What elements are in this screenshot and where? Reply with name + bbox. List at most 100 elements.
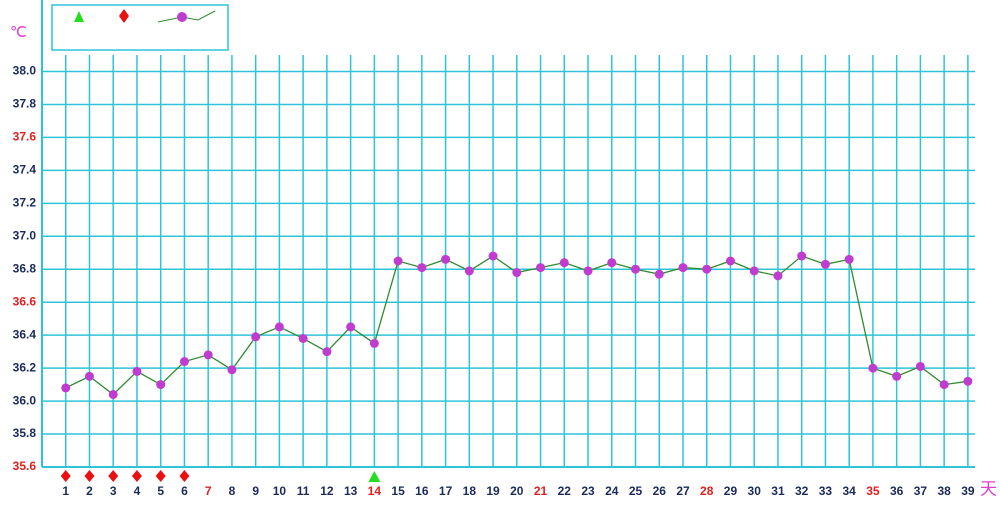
x-tick-label: 14 [368, 484, 382, 498]
temperature-point [512, 268, 522, 278]
legend-ovulation-icon [74, 11, 84, 22]
x-tick-label: 29 [724, 484, 738, 498]
y-tick-label: 36.6 [13, 294, 37, 308]
temperature-point [892, 371, 902, 381]
menstruation-marker [60, 470, 71, 482]
temperature-point [322, 347, 332, 357]
temperature-point [654, 269, 664, 279]
x-tick-label: 35 [866, 484, 880, 498]
x-tick-label: 23 [581, 484, 595, 498]
temperature-point [156, 380, 166, 390]
ovulation-marker [368, 471, 381, 482]
temperature-point [108, 389, 118, 399]
x-tick-label: 6 [181, 484, 188, 498]
temperature-point [773, 271, 783, 281]
x-tick-label: 39 [961, 484, 975, 498]
x-tick-label: 17 [439, 484, 453, 498]
temperature-point [868, 363, 878, 373]
x-tick-label: 37 [914, 484, 928, 498]
x-tick-label: 13 [344, 484, 358, 498]
temperature-point [203, 350, 213, 360]
temperature-point [749, 266, 759, 276]
y-tick-label: 37.8 [13, 97, 37, 111]
x-tick-label: 8 [229, 484, 236, 498]
temperature-point [227, 365, 237, 375]
x-tick-label: 21 [534, 484, 548, 498]
temperature-point [607, 258, 617, 268]
x-tick-label: 28 [700, 484, 714, 498]
temperature-point [132, 366, 142, 376]
x-tick-label: 15 [391, 484, 405, 498]
x-tick-label: 34 [842, 484, 856, 498]
y-tick-label: 36.0 [13, 393, 37, 407]
temperature-point [464, 266, 474, 276]
menstruation-marker [108, 470, 119, 482]
x-tick-label: 16 [415, 484, 429, 498]
legend-marker-icon [177, 12, 187, 22]
x-tick-label: 11 [297, 484, 310, 498]
legend-line-icon [157, 10, 216, 23]
y-tick-label: 37.0 [13, 228, 37, 242]
y-tick-label: 35.8 [13, 426, 37, 440]
temperature-point [939, 380, 949, 390]
temperature-point [369, 338, 379, 348]
temperature-point [417, 263, 427, 273]
temperature-point [61, 383, 71, 393]
x-tick-label: 30 [748, 484, 762, 498]
temperature-point [536, 263, 546, 273]
temperature-point [844, 254, 854, 264]
temperature-point [346, 322, 356, 332]
temperature-point [274, 322, 284, 332]
x-tick-label: 32 [795, 484, 809, 498]
x-tick-label: 18 [463, 484, 477, 498]
y-tick-label: 38.0 [13, 64, 37, 78]
temperature-point [84, 371, 94, 381]
temperature-point [725, 256, 735, 266]
menstruation-marker [84, 470, 95, 482]
legend-box [51, 4, 229, 51]
temperature-point [179, 357, 189, 367]
temperature-point [678, 263, 688, 273]
menstruation-marker [179, 470, 190, 482]
temperature-point [298, 333, 308, 343]
y-axis-label: ℃ [10, 24, 27, 41]
x-tick-label: 5 [157, 484, 164, 498]
x-tick-label: 7 [205, 484, 212, 498]
x-tick-label: 38 [937, 484, 951, 498]
y-tick-label: 37.4 [13, 163, 37, 177]
temperature-point [963, 376, 973, 386]
temperature-point [583, 266, 593, 276]
x-tick-label: 24 [605, 484, 619, 498]
temperature-point [797, 251, 807, 261]
y-tick-label: 37.2 [13, 195, 37, 209]
temperature-point [631, 264, 641, 274]
x-tick-label: 10 [273, 484, 287, 498]
y-tick-label: 37.6 [13, 130, 37, 144]
temperature-point [820, 259, 830, 269]
temperature-point [915, 361, 925, 371]
x-tick-label: 20 [510, 484, 524, 498]
y-tick-label: 36.4 [13, 327, 37, 341]
x-tick-label: 2 [86, 484, 93, 498]
x-tick-label: 26 [653, 484, 667, 498]
temperature-point [441, 254, 451, 264]
temperature-point [251, 332, 261, 342]
temperature-point [393, 256, 403, 266]
temperature-point [488, 251, 498, 261]
x-tick-label: 22 [558, 484, 572, 498]
x-tick-label: 4 [134, 484, 141, 498]
y-tick-label: 36.2 [13, 360, 37, 374]
temperature-point [559, 258, 569, 268]
legend [51, 4, 229, 51]
y-tick-label: 35.6 [13, 459, 37, 473]
menstruation-marker [131, 470, 142, 482]
x-tick-label: 19 [486, 484, 500, 498]
x-axis-label: 天 [980, 479, 997, 498]
x-tick-label: 12 [320, 484, 334, 498]
x-tick-label: 3 [110, 484, 117, 498]
x-tick-label: 1 [62, 484, 69, 498]
x-tick-label: 25 [629, 484, 643, 498]
x-tick-label: 31 [771, 484, 785, 498]
x-tick-label: 36 [890, 484, 904, 498]
